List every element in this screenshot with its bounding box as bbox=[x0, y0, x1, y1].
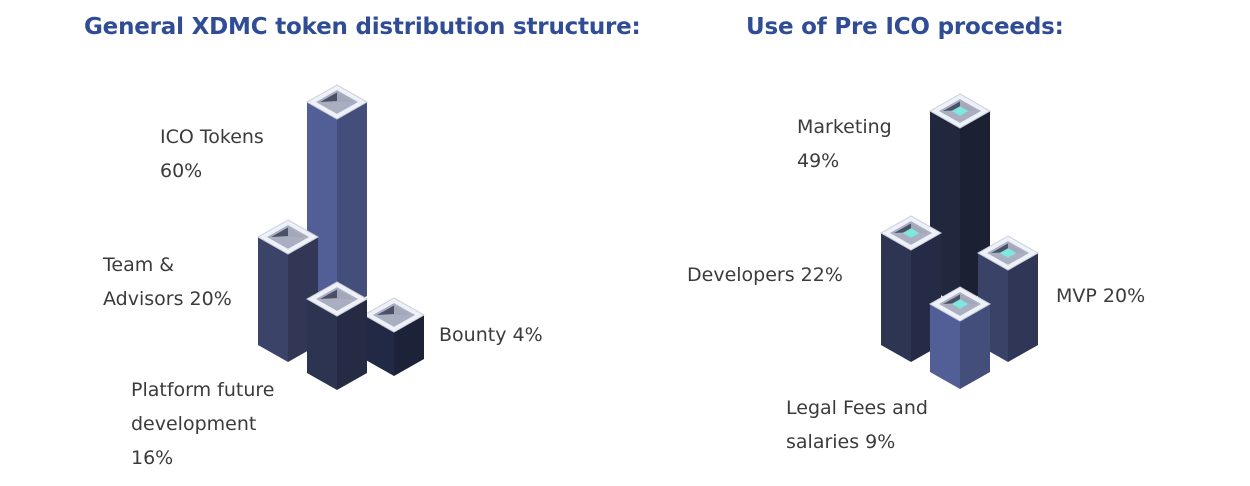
label-ico-tokens-value: 60% bbox=[160, 160, 203, 182]
column-mvp-right-face bbox=[1008, 253, 1038, 362]
column-developers-left-face bbox=[881, 233, 911, 362]
label-platform-line2: development bbox=[131, 413, 257, 435]
label-mvp-text: MVP 20% bbox=[1056, 285, 1146, 307]
column-legal-fees-right-face bbox=[960, 304, 990, 389]
label-team-advisors: Team & Advisors 20% bbox=[103, 248, 232, 316]
label-legal-line2: salaries 9% bbox=[786, 431, 896, 453]
chart-title-pre-ico-proceeds: Use of Pre ICO proceeds: bbox=[746, 14, 1064, 40]
label-marketing-name: Marketing bbox=[797, 116, 892, 138]
label-developers-text: Developers 22% bbox=[687, 264, 843, 286]
column-platform-development bbox=[305, 281, 369, 390]
column-bounty-cap-inner-shadow bbox=[377, 305, 394, 315]
column-ico-tokens-right-face bbox=[337, 102, 367, 313]
label-legal-fees: Legal Fees and salaries 9% bbox=[786, 391, 928, 459]
column-mvp-cap-accent bbox=[999, 248, 1017, 258]
label-team-advisors-line1: Team & bbox=[103, 254, 175, 276]
column-bounty-left-face bbox=[364, 315, 394, 376]
label-bounty-text: Bounty 4% bbox=[439, 324, 543, 346]
column-developers-cap-accent bbox=[902, 228, 920, 238]
chart-title-token-distribution: General XDMC token distribution structur… bbox=[84, 14, 641, 40]
column-ico-tokens bbox=[305, 84, 369, 313]
label-developers: Developers 22% bbox=[687, 258, 843, 292]
column-marketing-cap-accent bbox=[951, 106, 969, 116]
label-ico-tokens-name: ICO Tokens bbox=[160, 126, 264, 148]
label-platform-line1: Platform future bbox=[131, 379, 275, 401]
column-platform-development-cap-inner-shadow bbox=[320, 289, 337, 299]
label-bounty: Bounty 4% bbox=[439, 318, 543, 352]
column-platform-development-left-face bbox=[307, 299, 337, 390]
column-bounty-right-face bbox=[394, 315, 424, 376]
label-ico-tokens: ICO Tokens 60% bbox=[160, 120, 264, 188]
label-team-advisors-line2: Advisors 20% bbox=[103, 288, 232, 310]
label-marketing: Marketing 49% bbox=[797, 110, 892, 178]
column-team-advisors-cap-inner-shadow bbox=[271, 227, 288, 237]
column-legal-fees bbox=[928, 286, 992, 389]
label-marketing-value: 49% bbox=[797, 150, 840, 172]
column-team-advisors bbox=[256, 219, 320, 362]
column-legal-fees-cap-accent bbox=[951, 299, 969, 309]
label-platform-value: 16% bbox=[131, 447, 174, 469]
column-ico-tokens-cap-inner-shadow bbox=[320, 92, 337, 102]
label-legal-line1: Legal Fees and bbox=[786, 397, 928, 419]
label-mvp: MVP 20% bbox=[1056, 279, 1145, 313]
label-platform-development: Platform future development 16% bbox=[131, 373, 274, 475]
column-bounty bbox=[362, 297, 426, 376]
column-team-advisors-left-face bbox=[258, 237, 288, 362]
column-mvp bbox=[976, 235, 1040, 362]
column-legal-fees-left-face bbox=[930, 304, 960, 389]
column-platform-development-right-face bbox=[337, 299, 367, 390]
